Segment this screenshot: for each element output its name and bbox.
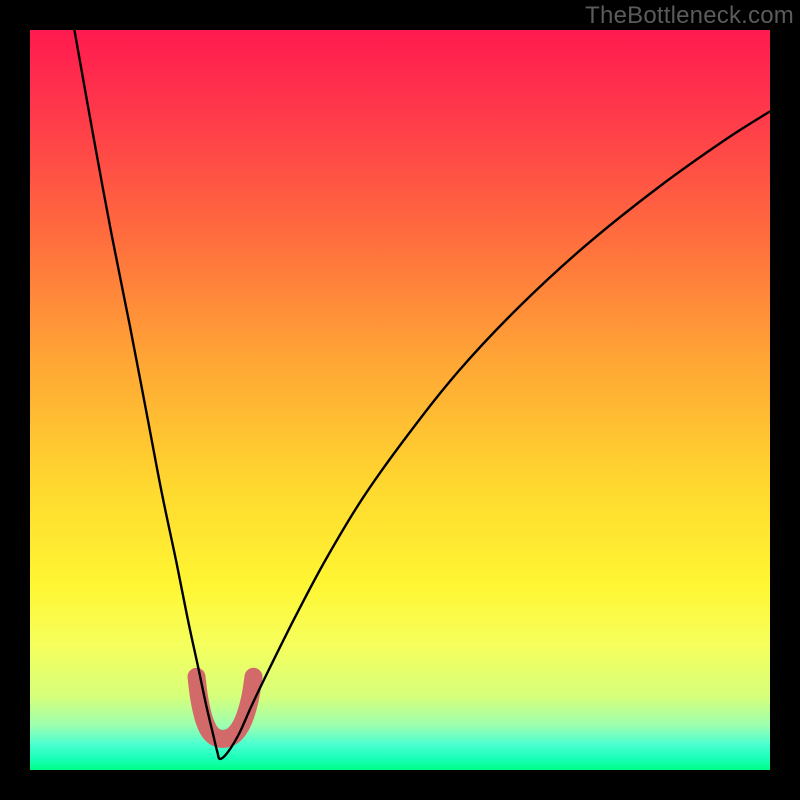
bottleneck-curve <box>74 30 770 759</box>
highlight-u-stroke <box>197 677 254 739</box>
plot-area <box>30 30 770 770</box>
curve-layer <box>30 30 770 770</box>
attribution-text: TheBottleneck.com <box>585 2 794 30</box>
canvas: TheBottleneck.com <box>0 0 800 800</box>
